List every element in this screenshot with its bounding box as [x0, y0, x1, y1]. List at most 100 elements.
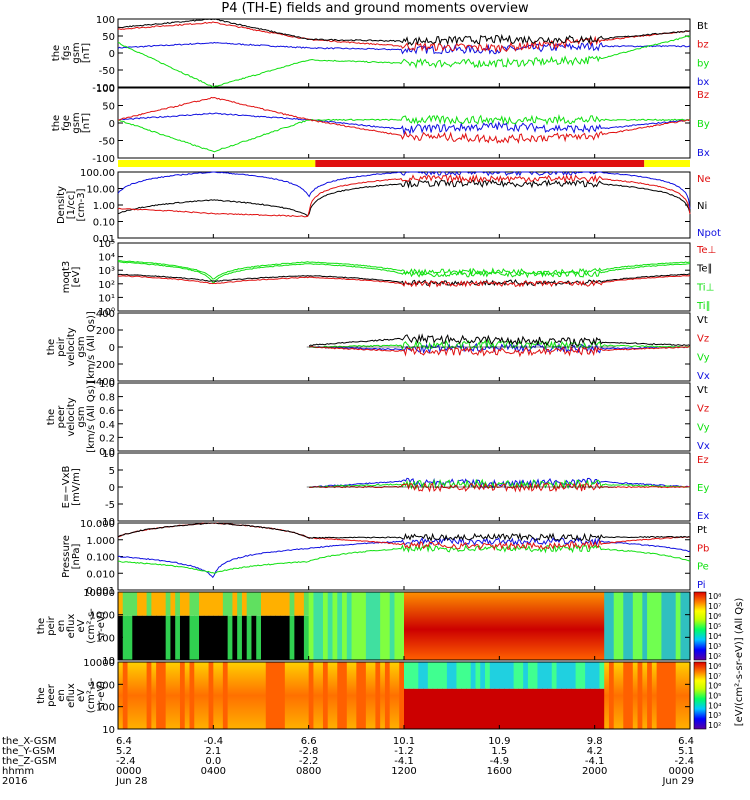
y-axis-label-line: the [51, 115, 62, 131]
spec-cell [427, 688, 434, 729]
spec-cell [170, 662, 176, 729]
spec-cell [303, 662, 310, 729]
spec-cell [261, 592, 267, 616]
spec-cell [132, 662, 138, 729]
spec-cell [427, 592, 434, 660]
panel-frame [117, 382, 691, 452]
spec-cell [122, 592, 129, 616]
legend-Ex: Ex [697, 511, 709, 522]
spec-cell [389, 592, 396, 660]
legend-Pi: Pi [697, 580, 706, 591]
legend-Ne: Ne [697, 174, 711, 185]
spec-cell [651, 592, 658, 660]
footer-label: 2016 [2, 776, 27, 787]
spec-cell [251, 615, 257, 660]
y-axis-label-line: fge [61, 115, 72, 131]
y-axis-label-line: (cm²-s- [86, 677, 97, 713]
y-tick-label: 0.2 [99, 433, 115, 444]
spec-cell [327, 662, 334, 729]
spec-cell [251, 662, 257, 729]
spec-cell [222, 662, 229, 729]
spec-cell [451, 662, 458, 689]
panel-frame [117, 522, 691, 591]
legend-Ti⊥: Ti⊥ [696, 282, 714, 293]
chart-title: P4 (TH-E) fields and ground moments over… [221, 1, 529, 16]
spec-cell [523, 662, 529, 689]
y-tick-label: 0 [109, 343, 115, 354]
spec-cell [303, 592, 310, 616]
spec-cell [184, 592, 191, 616]
colorbar-label: [eV/(cm²-s-sr-eV)] (All Qs) [734, 598, 745, 727]
legend-Pb: Pb [697, 543, 709, 554]
spec-cell [504, 662, 510, 689]
spec-cell [675, 592, 682, 660]
y-tick-label: 10000 [83, 588, 115, 599]
y-tick-label: 1000 [90, 611, 115, 622]
spec-cell [137, 662, 143, 729]
footer-label: the_X-GSM [2, 736, 56, 747]
y-axis-label: thepeirvelocitygsm[km/s (All Qs)] [46, 311, 97, 383]
spec-cell [227, 615, 233, 660]
legend-Te⊥: Te⊥ [696, 245, 716, 256]
spec-cell [213, 592, 219, 616]
series-Pb [117, 522, 691, 551]
spec-cell [437, 592, 443, 660]
spec-cell [151, 592, 157, 616]
spec-cell [580, 688, 586, 729]
y-axis-label-line: eV [76, 689, 87, 702]
spec-cell [575, 662, 581, 689]
spec-cell [513, 662, 519, 689]
legend-Vz: Vz [697, 334, 709, 345]
spec-cell [523, 592, 529, 660]
spec-cell [404, 592, 410, 660]
spec-cell [604, 662, 610, 729]
spec-cell [346, 662, 353, 729]
spec-cell [446, 662, 453, 689]
spec-cell [608, 662, 615, 729]
spec-cell [313, 662, 319, 729]
spec-cell [184, 615, 191, 660]
spec-cell [189, 592, 195, 616]
footer-value: 5.2 [116, 746, 132, 757]
spec-cell [256, 662, 262, 729]
spec-cell [537, 662, 543, 689]
region-bar-yellow-end [644, 160, 690, 167]
spec-cell [446, 688, 453, 729]
spec-cell [680, 662, 686, 729]
spec-cell [542, 662, 548, 689]
spec-cell [504, 688, 510, 729]
footer-value: -2.2 [299, 756, 319, 767]
region-bar-yellow [118, 160, 316, 167]
spec-cell [413, 688, 419, 729]
spec-cell [284, 592, 291, 616]
colorbar [693, 591, 707, 661]
y-tick-label: 0.6 [99, 406, 115, 417]
y-axis-label-line: en [56, 689, 67, 702]
y-tick-label: 400 [96, 309, 115, 320]
spec-cell [489, 592, 496, 660]
spec-cell [661, 592, 667, 660]
spec-cell [346, 592, 353, 660]
spec-cell [218, 662, 224, 729]
spec-cell [270, 615, 276, 660]
y-tick-label: 200 [96, 326, 115, 337]
spec-cell [375, 662, 381, 729]
y-tick-label: 5 [109, 466, 115, 477]
y-tick-label: 0.01 [93, 234, 115, 245]
y-axis-label: thepeerenefluxeV(cm²-s-sr-eV) [36, 677, 107, 713]
spec-cell [599, 662, 605, 689]
spec-cell [265, 592, 272, 616]
spec-cell [570, 592, 577, 660]
spec-cell [437, 688, 443, 729]
panel-density: 100.00 10.00 1.00 0.10 0.01 Density[1/cc][cm-… [56, 168, 721, 245]
colorbar-tick: 10² [708, 721, 721, 730]
spec-cell [351, 592, 357, 660]
spec-cell [165, 615, 172, 660]
panel-efield: 10 5 0 -5 -10 E=−VxB[mV/m] Ez Ey Ex [61, 449, 709, 528]
panel-pressure: 10.0001.0000.1000.0100.001Pressure[nPa]P… [61, 519, 709, 597]
spec-cell [418, 688, 424, 729]
spec-cell [532, 592, 539, 660]
spec-cell [308, 662, 315, 729]
series-bx [117, 41, 691, 55]
